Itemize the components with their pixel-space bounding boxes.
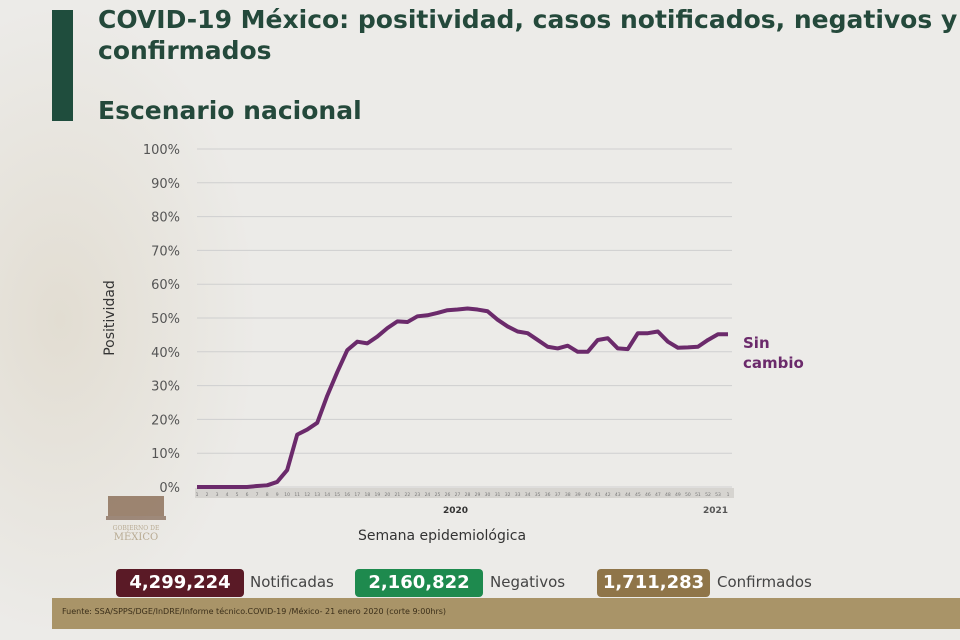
gobierno-mexico-logo: GOBIERNO DE MÉXICO: [104, 490, 168, 546]
y-tick-label: 60%: [151, 278, 180, 293]
x-axis-band: [195, 488, 734, 498]
x-tick-label: 33: [515, 492, 521, 498]
svg-text:GOBIERNO DE: GOBIERNO DE: [113, 525, 160, 532]
y-tick-label: 0%: [159, 481, 180, 496]
x-tick-label: 1: [196, 492, 199, 498]
x-axis-title: Semana epidemiológica: [358, 528, 526, 544]
x-tick-label: 9: [276, 492, 279, 498]
x-tick-label: 2: [206, 492, 209, 498]
x-tick-label: 3: [216, 492, 219, 498]
x-tick-label: 23: [415, 492, 421, 498]
positivity-chart: 0%10%20%30%40%50%60%70%80%90%100%1 2 3 4 5 6 7…: [102, 143, 804, 544]
x-tick-label: 38: [565, 492, 571, 498]
x-tick-label: 18: [364, 492, 370, 498]
svg-text:MÉXICO: MÉXICO: [114, 531, 158, 543]
y-tick-label: 40%: [151, 346, 180, 361]
x-tick-label: 13: [314, 492, 320, 498]
year-label-2021: 2021: [703, 506, 728, 516]
x-tick-label: 24: [425, 492, 431, 498]
x-tick-label: 15: [334, 492, 340, 498]
x-tick-label: 46: [645, 492, 651, 498]
y-tick-label: 20%: [151, 413, 180, 428]
x-tick-label: 4: [226, 492, 229, 498]
x-tick-label: 20: [384, 492, 390, 498]
notificadas-badge: 4,299,224: [116, 569, 244, 597]
x-tick-label: 26: [445, 492, 451, 498]
x-tick-label: 51: [695, 492, 701, 498]
annotation-sin-cambio: cambio: [743, 354, 804, 372]
x-tick-label: 29: [475, 492, 481, 498]
year-label-2020: 2020: [443, 506, 468, 516]
x-tick-label: 47: [655, 492, 661, 498]
notificadas-label: Notificadas: [250, 573, 334, 591]
x-tick-label: 48: [665, 492, 671, 498]
positivity-line: [197, 306, 728, 489]
y-tick-label: 70%: [151, 244, 180, 259]
source-text: Fuente: SSA/SPPS/DGE/InDRE/Informe técni…: [62, 607, 447, 616]
negativos-label: Negativos: [490, 573, 566, 591]
y-tick-label: 100%: [143, 143, 180, 158]
x-tick-label: 22: [405, 492, 411, 498]
x-tick-label: 7: [256, 492, 259, 498]
source-footer: Fuente: SSA/SPPS/DGE/InDRE/Informe técni…: [52, 598, 960, 629]
x-tick-label: 37: [555, 492, 561, 498]
x-tick-label: 43: [615, 492, 621, 498]
x-tick-label: 45: [635, 492, 641, 498]
x-tick-label: 16: [344, 492, 350, 498]
x-tick-label: 52: [705, 492, 711, 498]
x-tick-label: 6: [246, 492, 249, 498]
x-tick-label: 28: [465, 492, 471, 498]
y-axis-title: Positividad: [102, 280, 118, 356]
x-tick-label: 27: [455, 492, 461, 498]
x-tick-label: 34: [525, 492, 531, 498]
y-tick-label: 80%: [151, 211, 180, 226]
x-tick-label: 19: [374, 492, 380, 498]
annotation-sin-cambio: Sin: [743, 334, 770, 352]
accent-bar: [52, 10, 73, 121]
x-tick-label: 5: [236, 492, 239, 498]
x-tick-label: 31: [495, 492, 501, 498]
x-tick-label: 39: [575, 492, 581, 498]
x-tick-label: 41: [595, 492, 601, 498]
y-tick-label: 30%: [151, 380, 180, 395]
x-tick-label: 42: [605, 492, 611, 498]
x-tick-label: 8: [266, 492, 269, 498]
confirmados-badge: 1,711,283: [597, 569, 710, 597]
page-subtitle: Escenario nacional: [98, 96, 362, 125]
x-tick-label: 25: [435, 492, 441, 498]
page-title: COVID-19 México: positividad, casos noti…: [98, 4, 960, 66]
title-line-2: confirmados: [98, 36, 272, 65]
negativos-badge: 2,160,822: [355, 569, 483, 597]
x-tick-label: 40: [585, 492, 591, 498]
x-tick-label: 10: [284, 492, 290, 498]
title-line-1: COVID-19 México: positividad, casos noti…: [98, 5, 958, 34]
x-tick-label: 12: [304, 492, 310, 498]
x-tick-label: 11: [294, 492, 300, 498]
x-tick-label: 53: [715, 492, 721, 498]
y-tick-label: 50%: [151, 312, 180, 327]
x-tick-label: 49: [675, 492, 681, 498]
x-tick-label: 30: [485, 492, 491, 498]
x-tick-label: 21: [395, 492, 401, 498]
x-tick-label: 44: [625, 492, 631, 498]
x-tick-label: 32: [505, 492, 511, 498]
x-tick-label: 50: [685, 492, 691, 498]
y-tick-label: 90%: [151, 177, 180, 192]
background-decoration: [0, 0, 260, 640]
confirmados-label: Confirmados: [717, 573, 812, 591]
x-tick-label: 36: [545, 492, 551, 498]
x-tick-label: 1: [727, 492, 730, 498]
x-tick-label: 17: [354, 492, 360, 498]
x-tick-label: 35: [535, 492, 541, 498]
x-tick-label: 14: [324, 492, 330, 498]
y-tick-label: 10%: [151, 447, 180, 462]
